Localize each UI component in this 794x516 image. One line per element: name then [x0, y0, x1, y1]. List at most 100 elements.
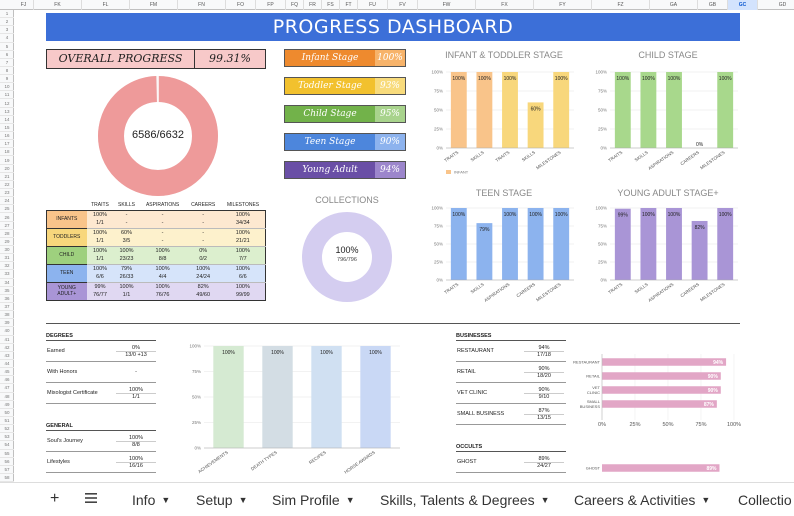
percent-cell[interactable]: 100% — [220, 209, 266, 219]
row-header-22[interactable]: 22 — [0, 181, 14, 190]
bar[interactable] — [602, 464, 720, 472]
row-header-11[interactable]: 11 — [0, 91, 14, 100]
row-header-1[interactable]: 1 — [0, 10, 14, 19]
bar[interactable] — [553, 72, 570, 148]
row-header-55[interactable]: 55 — [0, 450, 14, 458]
row-header-48[interactable]: 48 — [0, 393, 14, 401]
bar[interactable] — [476, 223, 493, 280]
percent-cell[interactable]: 100% — [113, 281, 140, 291]
row-label[interactable]: Mixologist Certificate — [47, 390, 98, 396]
percent-cell[interactable]: 100% — [86, 227, 114, 237]
row-count[interactable]: 16/16 — [116, 461, 156, 469]
column-header-fj[interactable]: FJ — [14, 0, 34, 10]
bar[interactable] — [502, 72, 518, 148]
row-header-29[interactable]: 29 — [0, 238, 14, 246]
bar[interactable] — [717, 72, 734, 148]
row-header-35[interactable]: 35 — [0, 287, 14, 295]
bar[interactable] — [450, 72, 467, 148]
bar[interactable] — [717, 208, 734, 280]
bar[interactable] — [450, 208, 467, 280]
count-cell[interactable]: - — [113, 219, 140, 229]
row-header-36[interactable]: 36 — [0, 295, 14, 303]
count-cell[interactable]: 24/24 — [185, 273, 221, 283]
row-label[interactable]: VET CLINIC — [457, 390, 488, 396]
row-header-13[interactable]: 13 — [0, 108, 14, 116]
percent-cell[interactable]: 100% — [220, 227, 266, 237]
row-header-23[interactable]: 23 — [0, 189, 14, 198]
row-count[interactable]: 13/15 — [524, 413, 564, 421]
percent-cell[interactable]: 100% — [86, 245, 114, 255]
row-percent[interactable]: - — [135, 369, 137, 375]
bar[interactable] — [666, 72, 682, 148]
row-header-2[interactable]: 2 — [0, 18, 14, 27]
row-header-37[interactable]: 37 — [0, 303, 14, 312]
percent-cell[interactable]: 100% — [86, 263, 114, 273]
sheet-tab[interactable]: Skills, Talents & Degrees ▼ — [380, 492, 550, 508]
row-header-19[interactable]: 19 — [0, 157, 14, 165]
row-header-51[interactable]: 51 — [0, 417, 14, 426]
row-label[interactable]: SMALL BUSINESS — [457, 411, 505, 417]
column-header-fk[interactable]: FK — [34, 0, 82, 10]
bar[interactable] — [527, 102, 544, 148]
row-header-27[interactable]: 27 — [0, 222, 14, 230]
row-header-54[interactable]: 54 — [0, 441, 14, 450]
column-header-ft[interactable]: FT — [340, 0, 358, 10]
row-header-43[interactable]: 43 — [0, 352, 14, 360]
row-header-21[interactable]: 21 — [0, 173, 14, 181]
row-header-52[interactable]: 52 — [0, 425, 14, 434]
row-percent[interactable]: 90% — [538, 365, 550, 372]
row-header-46[interactable]: 46 — [0, 376, 14, 385]
bar[interactable] — [502, 208, 518, 280]
count-cell[interactable]: 76/77 — [86, 291, 114, 301]
row-header-9[interactable]: 9 — [0, 75, 14, 84]
percent-cell[interactable]: - — [113, 209, 140, 219]
row-header-8[interactable]: 8 — [0, 67, 14, 76]
row-percent[interactable]: 100% — [128, 434, 144, 441]
row-header-18[interactable]: 18 — [0, 148, 14, 157]
row-header-42[interactable]: 42 — [0, 344, 14, 352]
bar[interactable] — [262, 346, 293, 448]
count-cell[interactable]: - — [139, 237, 186, 247]
column-header-fl[interactable]: FL — [82, 0, 130, 10]
chevron-down-icon[interactable]: ▼ — [701, 495, 711, 505]
column-header-fy[interactable]: FY — [534, 0, 592, 10]
add-sheet-button[interactable]: + — [50, 490, 60, 507]
column-header-ga[interactable]: GA — [650, 0, 698, 10]
count-cell[interactable]: 76/76 — [139, 291, 186, 301]
bar[interactable] — [640, 72, 657, 148]
row-header-17[interactable]: 17 — [0, 140, 14, 149]
row-header-44[interactable]: 44 — [0, 360, 14, 369]
row-percent[interactable]: 90% — [538, 386, 550, 393]
percent-cell[interactable]: 100% — [139, 263, 186, 273]
column-header-fx[interactable]: FX — [476, 0, 534, 10]
row-header-25[interactable]: 25 — [0, 205, 14, 214]
row-header-30[interactable]: 30 — [0, 246, 14, 255]
row-header-15[interactable]: 15 — [0, 124, 14, 133]
bar[interactable] — [602, 358, 727, 366]
percent-cell[interactable]: 79% — [113, 263, 140, 273]
count-cell[interactable]: 1/1 — [113, 291, 140, 301]
row-header-50[interactable]: 50 — [0, 409, 14, 417]
row-count[interactable]: 18/20 — [524, 371, 564, 379]
percent-cell[interactable]: - — [185, 227, 221, 237]
bar[interactable] — [602, 400, 717, 408]
chevron-down-icon[interactable]: ▼ — [161, 495, 171, 505]
bar[interactable] — [614, 208, 631, 280]
row-header-38[interactable]: 38 — [0, 311, 14, 320]
row-header-40[interactable]: 40 — [0, 327, 14, 336]
count-cell[interactable]: 6/6 — [86, 273, 114, 283]
percent-cell[interactable]: 100% — [220, 263, 266, 273]
count-cell[interactable]: 0/2 — [185, 255, 221, 265]
row-count[interactable]: 1/1 — [116, 392, 156, 400]
sheet-tab[interactable]: Setup ▼ — [196, 492, 248, 508]
column-header-fw[interactable]: FW — [418, 0, 476, 10]
percent-cell[interactable]: 100% — [185, 263, 221, 273]
row-header-33[interactable]: 33 — [0, 270, 14, 279]
percent-cell[interactable]: 100% — [220, 245, 266, 255]
count-cell[interactable]: 8/8 — [139, 255, 186, 265]
row-percent[interactable]: 94% — [538, 344, 550, 351]
row-header-10[interactable]: 10 — [0, 83, 14, 92]
row-header-20[interactable]: 20 — [0, 165, 14, 173]
row-header-53[interactable]: 53 — [0, 433, 14, 442]
row-header-34[interactable]: 34 — [0, 279, 14, 287]
